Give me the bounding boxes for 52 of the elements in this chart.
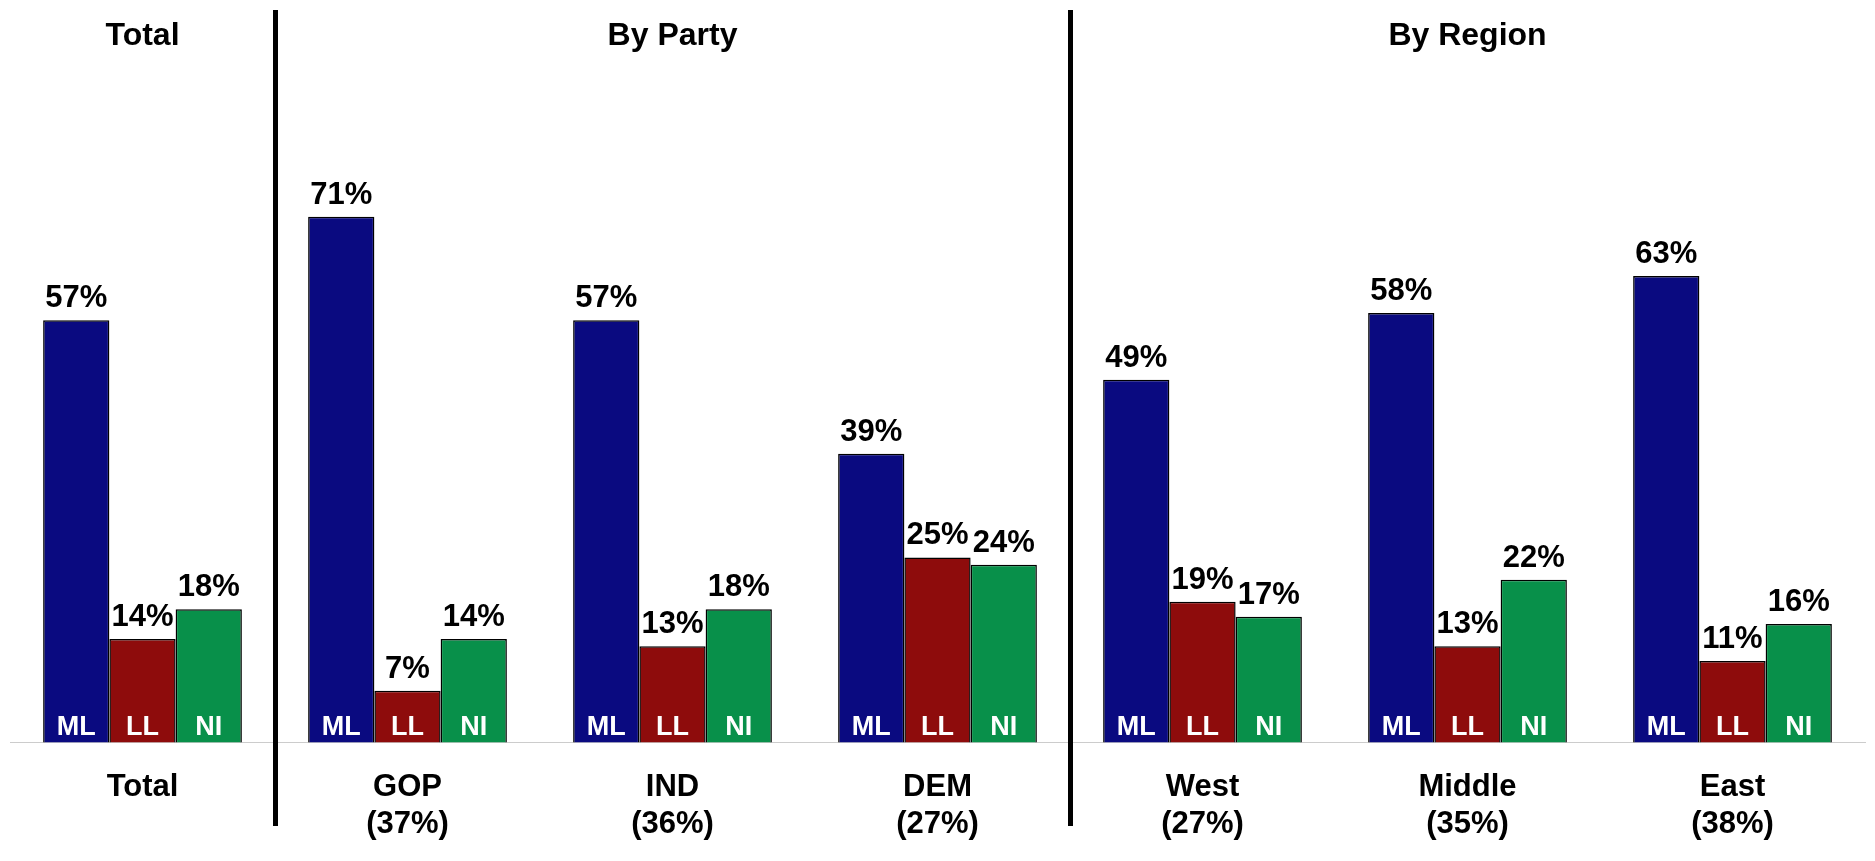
text: ML: [586, 710, 626, 741]
data-label: 18%: [177, 568, 240, 604]
series-label: LL: [126, 710, 159, 741]
x-tick-label: Middle (35%): [1418, 767, 1517, 840]
data-label: 24%: [972, 523, 1035, 559]
x-tick-label: IND (36%): [631, 767, 714, 840]
data-label: 39%: [840, 412, 903, 448]
data-label: 14%: [442, 597, 505, 633]
x-tick-label: GOP (37%): [366, 767, 449, 840]
text: Total: [105, 15, 180, 52]
data-label: 11%: [1702, 620, 1763, 656]
text: NI: [1255, 710, 1283, 741]
text: LL: [1451, 710, 1484, 741]
series-label: NI: [195, 710, 223, 741]
data-label: 17%: [1237, 575, 1300, 611]
text: LL: [391, 710, 424, 741]
text: ML: [1646, 710, 1686, 741]
data-label: 63%: [1635, 234, 1698, 270]
text: LL: [1716, 710, 1749, 741]
x-tick-label: West (27%): [1161, 767, 1244, 840]
text: By Region: [1388, 15, 1547, 52]
data-label: 58%: [1370, 272, 1433, 308]
data-label: 22%: [1502, 538, 1565, 574]
text: By Party: [607, 15, 738, 52]
series-label: ML: [56, 710, 96, 741]
text: LL: [1186, 710, 1219, 741]
data-label: 57%: [575, 279, 638, 315]
text: NI: [725, 710, 753, 741]
data-label: 14%: [111, 597, 174, 633]
x-tick-label: Total: [106, 767, 179, 803]
data-label: 71%: [310, 175, 373, 211]
text: LL: [656, 710, 689, 741]
text: LL: [921, 710, 954, 741]
text: ML: [1116, 710, 1156, 741]
text: ML: [1381, 710, 1421, 741]
data-label: 57%: [45, 279, 108, 315]
data-label: 16%: [1767, 583, 1830, 619]
text: NI: [1785, 710, 1813, 741]
data-label: 18%: [707, 568, 770, 604]
data-label: 13%: [1436, 605, 1499, 641]
text: NI: [460, 710, 488, 741]
data-label: 49%: [1105, 338, 1168, 374]
text: ML: [321, 710, 361, 741]
text: NI: [990, 710, 1018, 741]
data-label: 19%: [1171, 560, 1234, 596]
x-tick-label: East (38%): [1691, 767, 1774, 840]
text: ML: [851, 710, 891, 741]
data-label: 7%: [385, 649, 430, 685]
data-label: 13%: [641, 605, 704, 641]
x-tick-label: DEM (27%): [896, 767, 979, 840]
text: NI: [1520, 710, 1548, 741]
data-label: 25%: [906, 516, 969, 552]
